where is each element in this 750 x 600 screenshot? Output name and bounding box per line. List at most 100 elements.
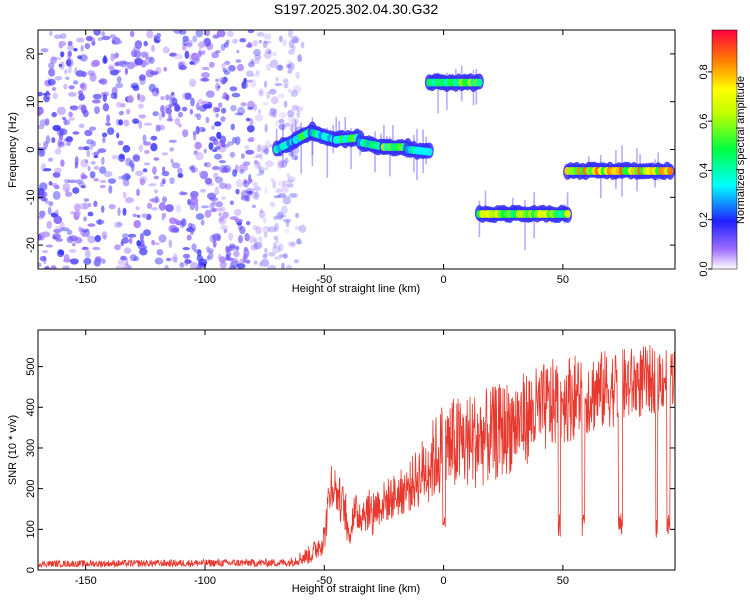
noise-blob [138,244,147,250]
noise-blob [261,145,269,154]
noise-blob [146,202,153,209]
noise-blob [221,142,226,148]
smear-mark [300,122,302,174]
noise-blob [285,219,290,228]
noise-blob [95,219,105,225]
noise-blob [275,188,282,193]
noise-blob [89,171,96,179]
noise-blob [283,100,288,108]
noise-blob [201,128,206,132]
noise-blob [143,229,151,237]
noise-blob [153,36,161,44]
noise-blob [127,94,134,104]
noise-blob [182,253,191,259]
noise-blob [60,33,67,40]
noise-blob [44,118,50,126]
noise-blob [102,136,106,144]
noise-blob [81,232,86,238]
noise-blob [135,206,140,211]
noise-blob [259,89,263,96]
noise-blob [171,91,175,96]
noise-blob [254,54,262,60]
noise-blob [252,181,259,187]
noise-blob [215,78,219,83]
y-tick-label: 0 [25,146,37,152]
noise-blob [38,106,44,115]
noise-blob [223,70,231,75]
noise-blob [87,223,96,227]
noise-blob [121,174,125,181]
noise-blob [212,165,220,171]
noise-blob [146,30,154,39]
noise-blob [243,178,248,185]
noise-blob [165,94,170,101]
noise-blob [161,152,169,156]
noise-blob [101,31,105,37]
smear-mark [335,116,337,143]
noise-blob [148,183,157,187]
noise-blob [258,87,265,94]
noise-blob [218,160,226,164]
y-tick-label: 0 [25,567,37,573]
noise-blob [41,191,48,198]
noise-blob [293,154,298,161]
noise-blob [87,211,94,217]
noise-blob [278,35,283,43]
noise-blob [222,211,230,219]
noise-blob [179,30,187,35]
noise-blob [74,156,79,165]
noise-blob [65,76,70,81]
noise-blob [255,70,260,75]
noise-blob [92,93,102,100]
snr-panel: -150 -100 -50 0 50 0 100 200 300 400 500 Height o… [7,329,676,595]
noise-blob [38,234,43,241]
noise-blob [228,232,234,241]
noise-blob [290,123,294,132]
noise-blob [196,249,202,257]
noise-blob [196,113,202,121]
noise-blob [215,50,221,54]
noise-blob [264,123,268,133]
noise-blob [47,157,54,162]
noise-blob [195,213,205,220]
noise-blob [40,48,49,53]
noise-blob [223,42,229,48]
noise-blob [284,228,290,234]
noise-blob [69,105,79,111]
noise-blob [125,174,131,180]
noise-blob [262,253,268,259]
noise-blob [134,170,144,177]
noise-blob [41,250,49,253]
noise-blob [184,257,189,267]
noise-blob [269,59,279,68]
noise-blob [234,112,243,116]
noise-blob [211,125,215,130]
noise-blob [278,214,287,218]
noise-blob [118,154,126,162]
noise-blob [256,144,262,153]
noise-blob [111,154,120,160]
noise-blob [120,60,128,68]
noise-blob [43,168,52,172]
noise-blob [215,82,221,92]
noise-blob [148,83,157,93]
noise-blob [123,173,130,181]
noise-blob [201,72,210,79]
smear-mark [389,136,391,177]
noise-blob [262,101,269,106]
noise-blob [38,262,42,268]
band-core [564,210,571,218]
noise-blob [287,114,296,124]
noise-blob [236,263,246,269]
noise-blob [154,257,164,265]
noise-blob [189,261,199,269]
noise-blob [200,219,205,226]
x-tick-label: -50 [316,274,332,286]
smear-mark [338,121,340,139]
noise-blob [235,59,242,63]
noise-blob [228,243,236,249]
noise-blob [244,233,250,242]
noise-blob [231,257,239,264]
noise-blob [153,189,159,194]
noise-blob [110,92,117,99]
